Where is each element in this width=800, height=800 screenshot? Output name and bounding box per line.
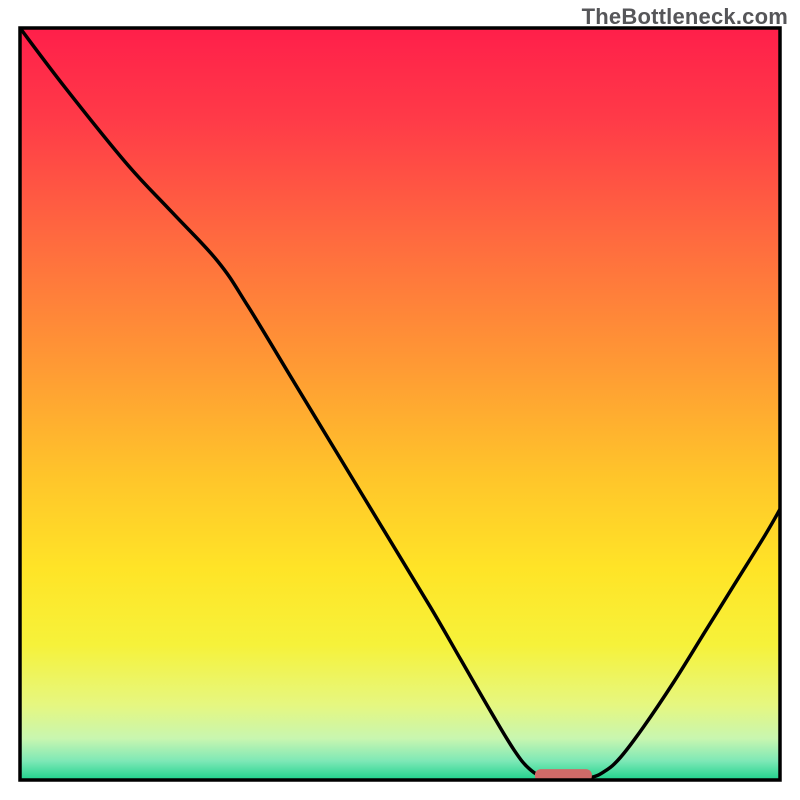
bottleneck-chart — [0, 0, 800, 800]
plot-background — [20, 28, 780, 780]
chart-container: { "watermark": { "text": "TheBottleneck.… — [0, 0, 800, 800]
watermark-text: TheBottleneck.com — [582, 4, 788, 30]
